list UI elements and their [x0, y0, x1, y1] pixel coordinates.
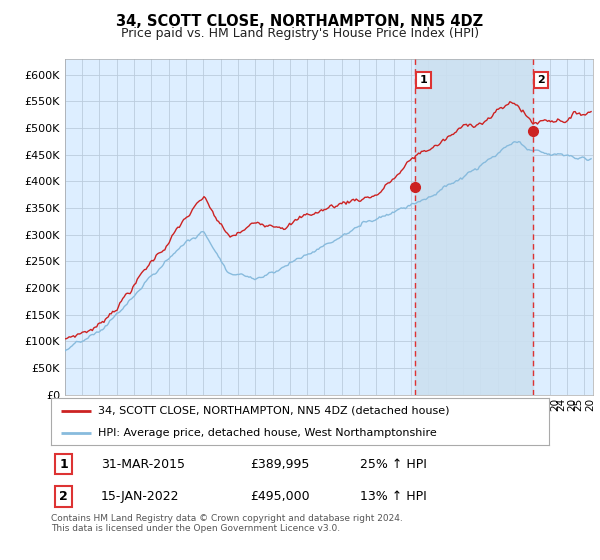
Text: 34, SCOTT CLOSE, NORTHAMPTON, NN5 4DZ (detached house): 34, SCOTT CLOSE, NORTHAMPTON, NN5 4DZ (d… — [98, 406, 450, 416]
Text: 1: 1 — [419, 75, 427, 85]
Text: 15-JAN-2022: 15-JAN-2022 — [101, 490, 179, 503]
Text: Contains HM Land Registry data © Crown copyright and database right 2024.
This d: Contains HM Land Registry data © Crown c… — [51, 514, 403, 534]
Text: 2: 2 — [59, 490, 68, 503]
Text: HPI: Average price, detached house, West Northamptonshire: HPI: Average price, detached house, West… — [98, 428, 437, 438]
Text: 31-MAR-2015: 31-MAR-2015 — [101, 458, 185, 470]
Text: Price paid vs. HM Land Registry's House Price Index (HPI): Price paid vs. HM Land Registry's House … — [121, 27, 479, 40]
Text: £389,995: £389,995 — [250, 458, 310, 470]
Text: 13% ↑ HPI: 13% ↑ HPI — [360, 490, 427, 503]
Text: £495,000: £495,000 — [250, 490, 310, 503]
Text: 34, SCOTT CLOSE, NORTHAMPTON, NN5 4DZ: 34, SCOTT CLOSE, NORTHAMPTON, NN5 4DZ — [116, 14, 484, 29]
Bar — [415, 59, 533, 395]
Text: 1: 1 — [59, 458, 68, 470]
Text: 2: 2 — [538, 75, 545, 85]
Text: 25% ↑ HPI: 25% ↑ HPI — [360, 458, 427, 470]
